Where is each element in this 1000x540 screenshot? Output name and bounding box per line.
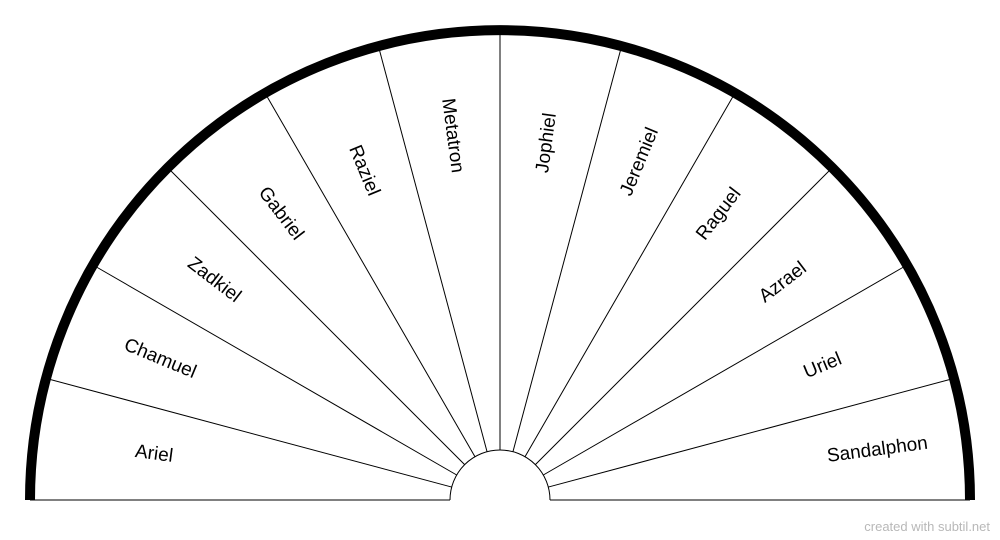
segment-divider — [46, 378, 452, 487]
fan-chart-svg: Ariel Chamuel ZadkielGabriel Raziel Metatron… — [0, 0, 1000, 540]
segment-divider — [378, 46, 487, 452]
segment-label: Metatron — [437, 97, 468, 174]
segment-divider — [535, 168, 832, 465]
inner-arc — [450, 450, 550, 500]
segment-label: Azrael — [755, 258, 811, 307]
segment-label: Uriel — [801, 349, 845, 383]
segment-divider — [513, 46, 622, 452]
segment-label: Raguel — [692, 184, 745, 245]
segment-label: Chamuel — [121, 334, 199, 383]
segment-divider — [168, 168, 465, 465]
segment-divider — [548, 378, 954, 487]
credit-text: created with subtil.net — [864, 519, 990, 534]
segment-label: Jeremiel — [616, 125, 663, 199]
segment-label: Sandalphon — [826, 433, 929, 467]
segment-label: Zadkiel — [184, 253, 245, 307]
segment-label: Gabriel — [254, 183, 308, 244]
segment-label: Ariel — [134, 441, 174, 467]
fan-chart-container: Ariel Chamuel ZadkielGabriel Raziel Metatron… — [0, 0, 1000, 540]
segment-label: Jophiel — [532, 112, 561, 174]
segment-label: Raziel — [344, 142, 384, 199]
